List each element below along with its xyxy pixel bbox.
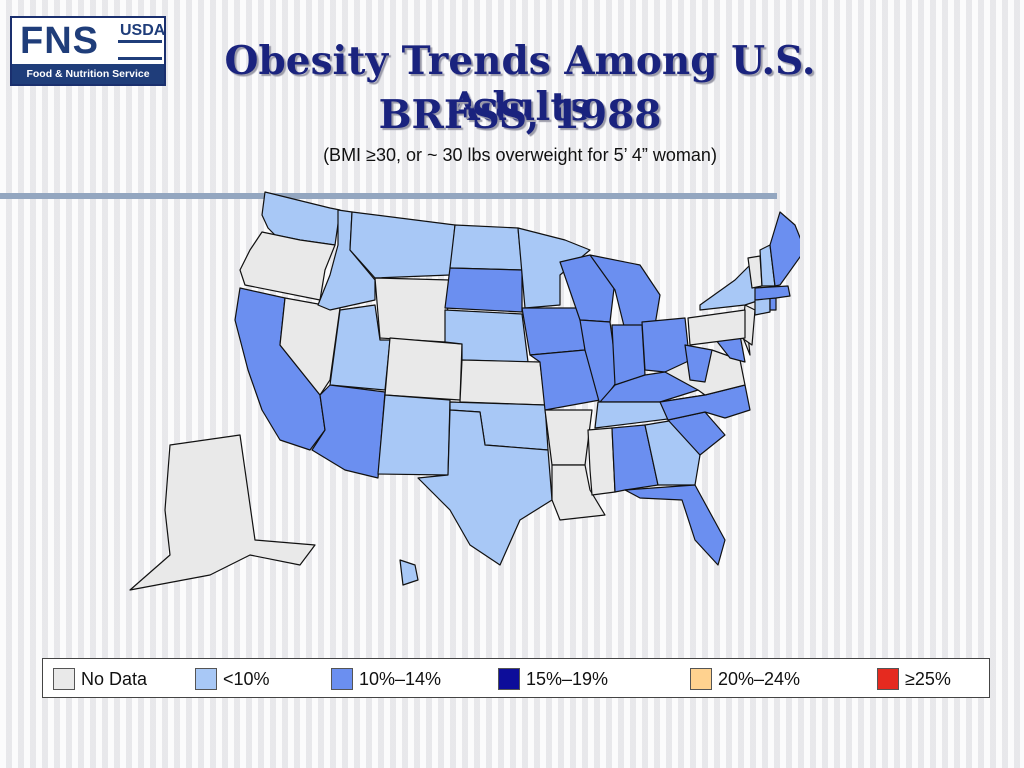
state-mt [349,211,456,279]
legend-label: ≥25% [905,668,951,689]
logo-tagline: Food & Nutrition Service [12,64,164,84]
state-in [611,324,646,386]
legend-label: No Data [81,668,148,689]
state-co [384,337,463,401]
state-tx [417,409,553,566]
legend-item: 20%–24% [690,668,800,690]
map-legend: No Data <10% 10%–14% 15%–19% 20%–24% ≥25% [42,658,990,698]
legend-item: 10%–14% [331,668,441,690]
legend-item: ≥25% [877,668,951,690]
slide-subtitle: (BMI ≥30, or ~ 30 lbs overweight for 5’ … [323,145,717,165]
state-mo [529,349,601,411]
state-ma [754,285,791,301]
state-ms [587,427,616,496]
state-ak [129,434,316,591]
state-ia [521,307,586,356]
legend-label: 15%–19% [526,668,609,689]
state-al [611,424,659,493]
legend-item: <10% [195,668,270,690]
usda-stripes-icon [118,40,162,60]
state-ct [754,297,771,316]
state-nm [377,394,451,476]
state-hi [399,559,419,586]
divider-rule [0,193,777,199]
legend-swatch [195,668,217,690]
legend-swatch [53,668,75,690]
state-me [769,211,800,287]
state-pa [687,309,746,346]
logo-fns-mark: FNS [20,20,99,62]
legend-label: 20%–24% [718,668,801,689]
fns-usda-logo: FNS USDA Food & Nutrition Service [10,16,166,86]
legend-label: <10% [223,668,270,689]
slide-title: Obesity Trends Among U.S. Adults [224,38,816,130]
legend-swatch [331,668,353,690]
state-la [551,464,606,521]
legend-item: 15%–19% [498,668,608,690]
legend-item: No Data [53,668,147,690]
us-obesity-map [129,191,800,591]
logo-usda-mark: USDA [120,22,166,39]
state-ks [459,359,546,406]
state-wv [684,344,713,383]
state-wy [374,277,451,343]
state-ar [544,409,593,466]
legend-swatch [498,668,520,690]
state-ri [769,297,777,311]
legend-label: 10%–14% [359,668,442,689]
state-nd [449,224,523,271]
legend-swatch [877,668,899,690]
legend-swatch [690,668,712,690]
state-sd [444,267,523,313]
state-fl [624,484,726,566]
slide-title-line2: BRFSS, 1988 [378,92,662,138]
